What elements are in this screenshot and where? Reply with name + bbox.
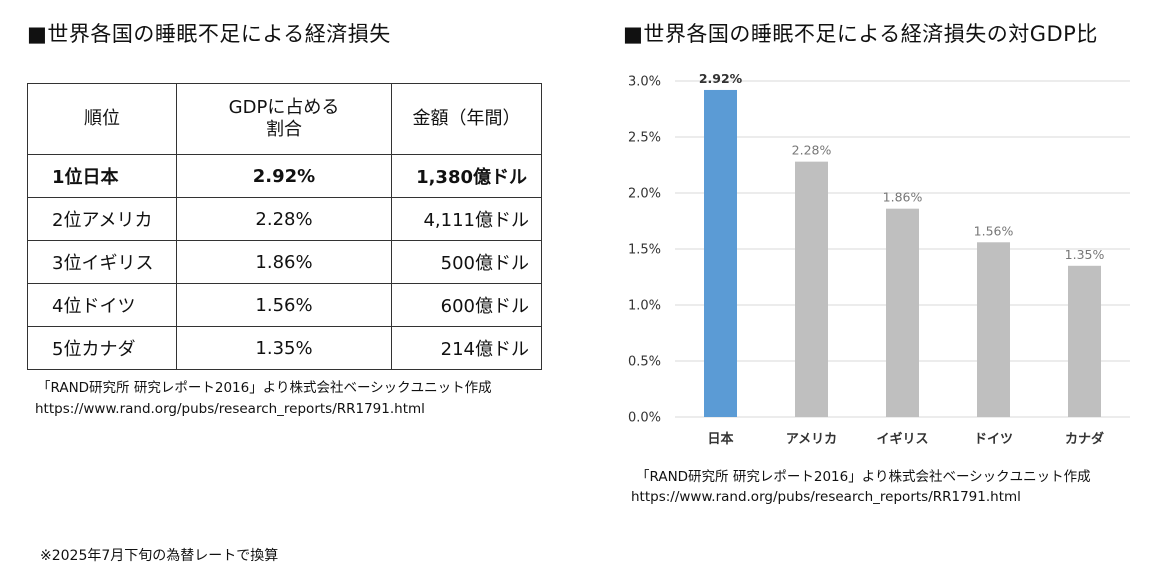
x-category-label: イギリス	[876, 431, 928, 447]
cell-share: 2.92%	[176, 154, 392, 198]
cell-amount: 600億ドル	[391, 283, 542, 327]
x-category-label: アメリカ	[786, 432, 837, 447]
x-category-label: 日本	[707, 431, 733, 447]
ranking-table: 順位 GDPに占める 割合 金額（年間） 1位日本 2.92% 1,380億ドル 2位ア…	[27, 83, 542, 370]
right-title: ■世界各国の睡眠不足による経済損失の対GDP比	[623, 22, 1098, 46]
chart-data-labels: 2.92% 2.28% 1.86% 1.56% 1.35%	[699, 71, 1105, 262]
cell-rank: 4位ドイツ	[27, 283, 177, 327]
table-row: 3位イギリス 1.86% 500億ドル	[27, 240, 542, 284]
exchange-rate-footnote: ※2025年7月下旬の為替レートで換算	[40, 548, 279, 564]
x-category-label: ドイツ	[974, 432, 1013, 447]
cell-share: 1.86%	[176, 240, 392, 284]
table-row: 4位ドイツ 1.56% 600億ドル	[27, 283, 542, 327]
table-row: 2位アメリカ 2.28% 4,111億ドル	[27, 197, 542, 241]
y-tick-label: 3.0%	[628, 75, 661, 90]
right-source-citation: 「RAND研究所 研究レポート2016」より株式会社ベーシックユニット作成	[636, 469, 1091, 485]
data-label: 1.86%	[883, 190, 923, 205]
cell-rank: 2位アメリカ	[27, 197, 177, 241]
chart-x-axis: 日本 アメリカ イギリス ドイツ カナダ	[707, 431, 1104, 447]
cell-rank: 5位カナダ	[27, 326, 177, 370]
chart-y-axis: 0.0% 0.5% 1.0% 1.5% 2.0% 2.5% 3.0%	[628, 75, 661, 426]
table-row: 5位カナダ 1.35% 214億ドル	[27, 326, 542, 370]
cell-amount: 500億ドル	[391, 240, 542, 284]
y-tick-label: 0.0%	[628, 411, 661, 426]
cell-rank: 3位イギリス	[27, 240, 177, 284]
cell-rank: 1位日本	[27, 154, 177, 198]
cell-share: 1.35%	[176, 326, 392, 370]
y-tick-label: 2.5%	[628, 131, 661, 146]
left-title: ■世界各国の睡眠不足による経済損失	[27, 22, 391, 46]
header-share: GDPに占める 割合	[176, 83, 392, 155]
cell-amount: 1,380億ドル	[391, 154, 542, 198]
data-label: 2.92%	[699, 71, 743, 86]
chart-bars	[704, 89, 1101, 418]
x-category-label: カナダ	[1065, 431, 1104, 447]
y-tick-label: 2.0%	[628, 187, 661, 202]
left-source-citation: 「RAND研究所 研究レポート2016」より株式会社ベーシックユニット作成	[37, 380, 492, 396]
bar-3	[886, 208, 919, 417]
bar-5	[1068, 265, 1101, 417]
cell-share: 1.56%	[176, 283, 392, 327]
cell-share: 2.28%	[176, 197, 392, 241]
bar-2	[795, 161, 828, 417]
gdp-ratio-bar-chart: 0.0% 0.5% 1.0% 1.5% 2.0% 2.5% 3.0% 2.92% 2.28% 1…	[628, 71, 1130, 447]
cell-amount: 214億ドル	[391, 326, 542, 370]
table-header-row: 順位 GDPに占める 割合 金額（年間）	[27, 83, 542, 155]
header-amount: 金額（年間）	[391, 83, 542, 155]
y-tick-label: 0.5%	[628, 355, 661, 370]
table-row: 1位日本 2.92% 1,380億ドル	[27, 154, 542, 198]
bar-4	[977, 242, 1010, 417]
data-label: 1.56%	[974, 223, 1014, 238]
bar-1	[704, 89, 737, 418]
data-label: 2.28%	[792, 143, 832, 158]
header-rank: 順位	[27, 83, 177, 155]
y-tick-label: 1.5%	[628, 243, 661, 258]
left-source-url: https://www.rand.org/pubs/research_repor…	[35, 401, 425, 417]
cell-amount: 4,111億ドル	[391, 197, 542, 241]
y-tick-label: 1.0%	[628, 299, 661, 314]
right-source-url: https://www.rand.org/pubs/research_repor…	[631, 489, 1021, 505]
data-label: 1.35%	[1065, 247, 1105, 262]
